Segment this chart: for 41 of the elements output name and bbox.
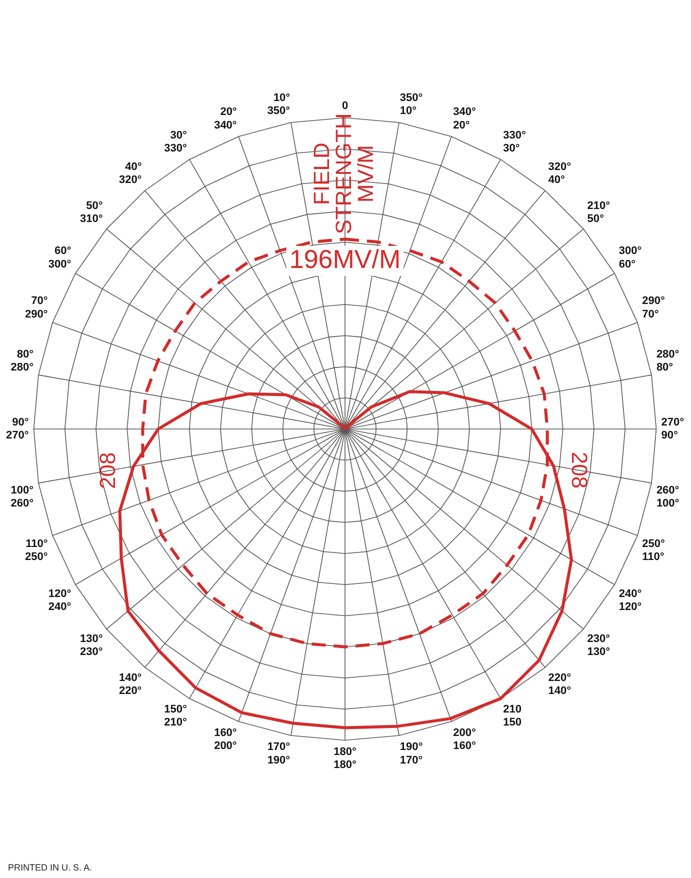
spoke-label: 150° 210° — [164, 704, 187, 729]
spoke-label: 40° 320° — [118, 160, 142, 186]
spoke-label: 280° 80° — [656, 348, 680, 374]
spoke-label: 160° 200° — [214, 726, 237, 752]
spoke-label: 320° 40° — [548, 160, 572, 186]
series-label: 196MV/M — [289, 244, 401, 274]
text: 208 — [95, 452, 120, 489]
spoke-label: 220° 140° — [548, 672, 572, 698]
spoke-label: 130° 230° — [80, 632, 103, 658]
spoke-label: 340° 20° — [453, 106, 476, 132]
spoke-label: 180° 180° — [334, 746, 356, 772]
text: PRINTED IN U. S. A. — [8, 862, 92, 872]
spoke-label: 20° 340° — [214, 106, 237, 132]
spoke-label: 260° 100° — [656, 484, 680, 510]
spoke-label: 100° 260° — [10, 484, 34, 510]
spoke-label: 60° 300° — [48, 245, 72, 270]
spoke-label: 350° 10° — [400, 92, 423, 117]
spoke-label: 30° 330° — [164, 129, 187, 155]
spoke-label: 330° 30° — [503, 129, 526, 155]
spoke-label: 80° 280° — [10, 348, 34, 374]
spoke-label: 0 — [342, 100, 348, 112]
spoke-label: 270° 90° — [661, 416, 684, 442]
spoke-label: 210° 50° — [587, 200, 610, 226]
spoke-label: 190° 170° — [400, 741, 423, 766]
spoke-label: 250° 110° — [642, 538, 665, 563]
spoke-label: 300° 60° — [618, 245, 642, 270]
spoke-label: 50° 310° — [80, 200, 103, 226]
spoke-label: 120° 240° — [48, 588, 72, 613]
spoke-label: 240° 120° — [618, 588, 642, 613]
spoke-label: 10° 350° — [267, 92, 290, 117]
spoke-label: 200° 160° — [453, 726, 476, 752]
spoke-label: 140° 220° — [118, 672, 142, 698]
spoke-label: 290° 70° — [642, 295, 665, 320]
spoke-label: 230° 130° — [587, 632, 610, 658]
text: FIELD STRENGTH MV/M — [309, 113, 378, 234]
spoke-label: 90° 270° — [6, 416, 29, 442]
spoke-label: 70° 290° — [25, 295, 48, 320]
spoke-label: 170° 190° — [267, 741, 290, 766]
spoke-label: 110° 250° — [25, 538, 48, 563]
text: 208 — [566, 452, 592, 488]
spoke-label: 210 150 — [503, 704, 522, 729]
